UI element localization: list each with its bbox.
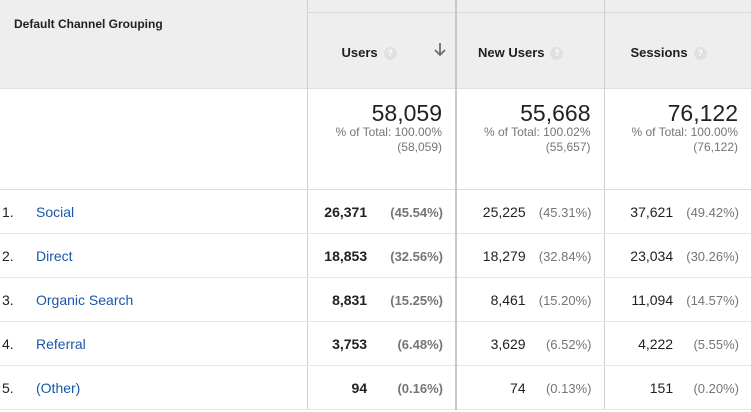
new-users-value: 25,225 <box>482 203 526 220</box>
users-value: 26,371 <box>324 203 368 220</box>
sessions-pct: (5.55%) <box>693 336 739 352</box>
sessions-pct: (49.42%) <box>686 204 739 220</box>
sessions-total-cell: 76,122 % of Total: 100.00% (76,122) <box>603 88 751 190</box>
channel-link[interactable]: (Other) <box>36 379 81 396</box>
new-users-total-cell: 55,668 % of Total: 100.02% (55,657) <box>455 88 604 190</box>
dimension-cell: 2. Direct <box>0 233 307 278</box>
table-row: 4. Referral 3,753 (6.48%) 3,629 (6.52%) 4… <box>0 321 751 366</box>
sort-descending-icon[interactable] <box>433 42 447 58</box>
help-icon[interactable]: ? <box>693 47 707 60</box>
totals-dimension-cell <box>0 88 307 190</box>
dimension-cell: 1. Social <box>0 189 307 234</box>
new-users-value: 3,629 <box>490 335 526 352</box>
dimension-cell: 5. (Other) <box>0 365 307 410</box>
new-users-total-sub: (55,657) <box>545 140 591 154</box>
row-rank: 5. <box>2 379 14 396</box>
users-total-pct: % of Total: 100.00% <box>335 125 442 139</box>
table-row: 1. Social 26,371 (45.54%) 25,225 (45.31%)… <box>0 189 751 234</box>
users-header-label: Users <box>341 45 378 60</box>
users-pct: (15.25%) <box>390 292 443 308</box>
sessions-cell: 11,094 (14.57%) <box>603 277 751 322</box>
table-row: 2. Direct 18,853 (32.56%) 18,279 (32.84%)… <box>0 233 751 278</box>
header-top-strip: Default Channel Grouping <box>0 0 751 89</box>
dimension-header-label: Default Channel Grouping <box>14 17 163 31</box>
new-users-total-pct: % of Total: 100.02% <box>483 125 591 139</box>
totals-row: 58,059 % of Total: 100.00% (58,059) 55,6… <box>0 88 751 190</box>
new-users-pct: (6.52%) <box>545 336 592 352</box>
row-rank: 4. <box>2 335 14 352</box>
new-users-pct: (45.31%) <box>538 204 592 220</box>
sessions-value: 23,034 <box>630 247 674 264</box>
sessions-value: 37,621 <box>630 203 674 220</box>
users-pct: (32.56%) <box>390 248 443 264</box>
users-pct: (0.16%) <box>397 380 443 396</box>
new-users-cell: 74 (0.13%) <box>455 365 604 410</box>
help-icon[interactable]: ? <box>550 47 564 60</box>
sessions-total-sub: (76,122) <box>693 140 738 154</box>
sessions-cell: 37,621 (49.42%) <box>603 189 751 234</box>
row-rank: 1. <box>2 203 14 220</box>
new-users-header-label: New Users <box>478 45 545 60</box>
users-cell: 94 (0.16%) <box>306 365 456 410</box>
sessions-total-value: 76,122 <box>667 100 738 126</box>
new-users-cell: 18,279 (32.84%) <box>455 233 604 278</box>
dimension-header-cell[interactable]: Default Channel Grouping <box>0 0 307 89</box>
new-users-column-header[interactable]: New Users? <box>455 12 604 89</box>
channel-link[interactable]: Direct <box>36 247 73 264</box>
channel-link[interactable]: Referral <box>36 335 86 352</box>
users-column-header[interactable]: Users? <box>306 12 456 89</box>
users-value: 18,853 <box>324 247 368 264</box>
users-value: 94 <box>351 379 368 396</box>
new-users-value: 8,461 <box>490 291 526 308</box>
users-cell: 3,753 (6.48%) <box>306 321 456 366</box>
sessions-pct: (14.57%) <box>686 292 739 308</box>
new-users-cell: 25,225 (45.31%) <box>455 189 604 234</box>
table-row: 3. Organic Search 8,831 (15.25%) 8,461 (1… <box>0 277 751 322</box>
new-users-value: 18,279 <box>482 247 526 264</box>
sessions-column-header[interactable]: Sessions? <box>603 12 751 89</box>
sessions-cell: 23,034 (30.26%) <box>603 233 751 278</box>
users-cell: 26,371 (45.54%) <box>306 189 456 234</box>
sessions-pct: (30.26%) <box>686 248 739 264</box>
sessions-cell: 4,222 (5.55%) <box>603 321 751 366</box>
users-total-value: 58,059 <box>371 100 442 126</box>
sessions-pct: (0.20%) <box>693 380 739 396</box>
users-pct: (45.54%) <box>390 204 443 220</box>
users-value: 3,753 <box>332 335 368 352</box>
users-cell: 18,853 (32.56%) <box>306 233 456 278</box>
users-total-sub: (58,059) <box>397 140 442 154</box>
channel-link[interactable]: Organic Search <box>36 291 134 308</box>
dimension-cell: 3. Organic Search <box>0 277 307 322</box>
new-users-cell: 3,629 (6.52%) <box>455 321 604 366</box>
sessions-total-pct: % of Total: 100.00% <box>631 125 738 139</box>
users-total-cell: 58,059 % of Total: 100.00% (58,059) <box>306 88 456 190</box>
sessions-value: 11,094 <box>631 291 674 308</box>
users-cell: 8,831 (15.25%) <box>306 277 456 322</box>
row-rank: 2. <box>2 247 14 264</box>
row-rank: 3. <box>2 291 14 308</box>
help-icon[interactable]: ? <box>383 47 397 60</box>
sessions-value: 151 <box>649 379 674 396</box>
sessions-header-label: Sessions <box>630 45 688 60</box>
new-users-cell: 8,461 (15.20%) <box>455 277 604 322</box>
metric-header-row: Users? New Users? Sessions? <box>0 12 751 89</box>
users-value: 8,831 <box>332 291 368 308</box>
new-users-total-value: 55,668 <box>520 100 591 126</box>
new-users-pct: (0.13%) <box>545 380 592 396</box>
dimension-cell: 4. Referral <box>0 321 307 366</box>
table-row: 5. (Other) 94 (0.16%) 74 (0.13%) 151 (0.2… <box>0 365 751 410</box>
new-users-pct: (32.84%) <box>538 248 592 264</box>
channel-link[interactable]: Social <box>36 203 75 220</box>
new-users-value: 74 <box>510 379 526 396</box>
sessions-cell: 151 (0.20%) <box>603 365 751 410</box>
new-users-pct: (15.20%) <box>538 292 592 308</box>
sessions-value: 4,222 <box>638 335 674 352</box>
users-pct: (6.48%) <box>397 336 443 352</box>
